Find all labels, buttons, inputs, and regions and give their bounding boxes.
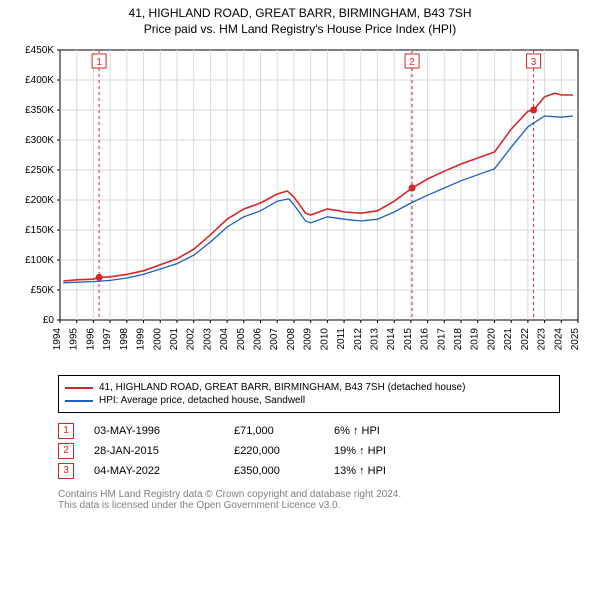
title-main: 41, HIGHLAND ROAD, GREAT BARR, BIRMINGHA… (0, 6, 600, 20)
sales-row-delta: 6% ↑ HPI (334, 425, 454, 437)
sales-row: 3 04-MAY-2022£350,00013% ↑ HPI (58, 463, 560, 479)
sales-row-delta: 13% ↑ HPI (334, 465, 454, 477)
legend: 41, HIGHLAND ROAD, GREAT BARR, BIRMINGHA… (58, 375, 560, 413)
x-tick-label: 2003 (202, 328, 213, 351)
x-tick-label: 2006 (253, 328, 264, 351)
x-tick-label: 2021 (503, 328, 514, 351)
x-tick-label: 1994 (52, 328, 63, 351)
chart-titles: 41, HIGHLAND ROAD, GREAT BARR, BIRMINGHA… (0, 0, 600, 36)
legend-row: 41, HIGHLAND ROAD, GREAT BARR, BIRMINGHA… (65, 382, 553, 393)
x-tick-label: 1997 (102, 328, 113, 351)
sale-badge-number: 1 (96, 57, 102, 68)
sale-badge-number: 2 (409, 57, 415, 68)
sale-dot (530, 107, 537, 114)
sales-table: 1 03-MAY-1996£71,0006% ↑ HPI 2 28-JAN-2015£… (58, 423, 560, 479)
x-tick-label: 2010 (319, 328, 330, 351)
sales-row-badge: 1 (58, 423, 74, 439)
x-tick-label: 2012 (353, 328, 364, 351)
sales-row-date: 03-MAY-1996 (94, 425, 234, 437)
y-tick-label: £400K (25, 75, 54, 86)
x-tick-label: 2024 (553, 328, 564, 351)
x-tick-label: 2019 (470, 328, 481, 351)
chart-container: £0 £50K £100K £150K £200K £250K £300K £350K £400… (10, 42, 590, 367)
sale-dot (96, 274, 103, 281)
x-tick-label: 2020 (486, 328, 497, 351)
y-tick-label: £150K (25, 225, 54, 236)
x-tick-label: 1996 (85, 328, 96, 351)
legend-swatch (65, 400, 93, 402)
x-tick-label: 2008 (286, 328, 297, 351)
x-tick-label: 2000 (152, 328, 163, 351)
x-tick-label: 2011 (336, 328, 347, 350)
x-tick-label: 2022 (520, 328, 531, 351)
plot-area (60, 50, 578, 320)
footer-line-1: Contains HM Land Registry data © Crown c… (58, 489, 560, 500)
legend-label: HPI: Average price, detached house, Sand… (99, 395, 305, 406)
sales-row-date: 04-MAY-2022 (94, 465, 234, 477)
y-tick-label: £300K (25, 135, 54, 146)
x-tick-label: 2001 (169, 328, 180, 351)
sales-row-delta: 19% ↑ HPI (334, 445, 454, 457)
x-tick-label: 2017 (436, 328, 447, 351)
x-tick-label: 2023 (537, 328, 548, 351)
footer-line-2: This data is licensed under the Open Gov… (58, 500, 560, 511)
y-tick-label: £350K (25, 105, 54, 116)
sales-row-price: £350,000 (234, 465, 334, 477)
x-tick-label: 2007 (269, 328, 280, 351)
legend-row: HPI: Average price, detached house, Sand… (65, 395, 553, 406)
y-tick-label: £100K (25, 255, 54, 266)
x-tick-label: 2018 (453, 328, 464, 351)
y-tick-label: £250K (25, 165, 54, 176)
y-tick-label: £450K (25, 45, 54, 56)
sales-row-date: 28-JAN-2015 (94, 445, 234, 457)
x-tick-label: 2005 (236, 328, 247, 351)
sales-row-badge: 3 (58, 463, 74, 479)
sale-badge-number: 3 (531, 57, 537, 68)
sales-row: 2 28-JAN-2015£220,00019% ↑ HPI (58, 443, 560, 459)
footer-attribution: Contains HM Land Registry data © Crown c… (58, 489, 560, 511)
sales-row: 1 03-MAY-1996£71,0006% ↑ HPI (58, 423, 560, 439)
sales-row-badge: 2 (58, 443, 74, 459)
sales-row-price: £71,000 (234, 425, 334, 437)
x-tick-label: 2014 (386, 328, 397, 351)
x-tick-label: 1995 (69, 328, 80, 351)
x-tick-label: 2013 (369, 328, 380, 351)
x-tick-label: 2015 (403, 328, 414, 351)
sale-dot (409, 185, 416, 192)
x-tick-label: 1999 (136, 328, 147, 351)
x-tick-label: 2016 (420, 328, 431, 351)
legend-label: 41, HIGHLAND ROAD, GREAT BARR, BIRMINGHA… (99, 382, 465, 393)
sales-row-price: £220,000 (234, 445, 334, 457)
x-tick-label: 2004 (219, 328, 230, 351)
x-tick-label: 2002 (186, 328, 197, 351)
x-tick-label: 1998 (119, 328, 130, 351)
title-sub: Price paid vs. HM Land Registry's House … (0, 22, 600, 36)
y-tick-label: £50K (31, 285, 55, 296)
legend-swatch (65, 387, 93, 389)
price-chart: £0 £50K £100K £150K £200K £250K £300K £350K £400… (10, 42, 590, 362)
x-tick-label: 2009 (303, 328, 314, 351)
y-tick-label: £0 (43, 315, 55, 326)
y-tick-label: £200K (25, 195, 54, 206)
x-tick-label: 2025 (570, 328, 581, 351)
